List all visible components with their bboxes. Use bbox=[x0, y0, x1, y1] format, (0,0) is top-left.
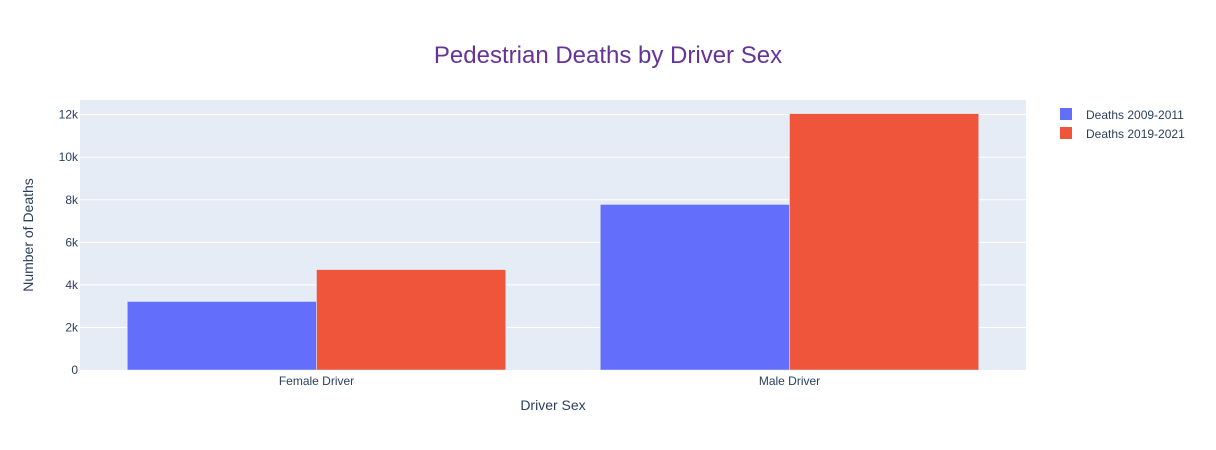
y-tick-label: 12k bbox=[59, 108, 79, 122]
bar-deaths-2009-2011-male-driver[interactable] bbox=[600, 204, 790, 371]
y-tick-label: 2k bbox=[65, 320, 79, 334]
y-tick-label: 0 bbox=[71, 363, 78, 377]
x-tick-label: Male Driver bbox=[759, 374, 820, 388]
y-tick-label: 8k bbox=[65, 193, 79, 207]
y-tick-label: 6k bbox=[65, 235, 79, 249]
bars[interactable] bbox=[127, 113, 979, 371]
x-axis-ticks: Female Driver Male Driver bbox=[279, 374, 820, 388]
bar-deaths-2019-2021-male-driver[interactable] bbox=[789, 113, 979, 371]
legend[interactable]: Deaths 2009-2011 Deaths 2019-2021 bbox=[1060, 108, 1185, 141]
legend-item[interactable]: Deaths 2009-2011 bbox=[1060, 108, 1184, 122]
x-tick-label: Female Driver bbox=[279, 374, 354, 388]
y-tick-label: 10k bbox=[59, 150, 79, 164]
y-axis-title: Number of Deaths bbox=[20, 178, 36, 292]
y-tick-label: 4k bbox=[65, 278, 79, 292]
legend-item[interactable]: Deaths 2019-2021 bbox=[1060, 127, 1185, 141]
legend-swatch bbox=[1060, 127, 1072, 139]
bar-deaths-2019-2021-female-driver[interactable] bbox=[316, 269, 506, 371]
legend-swatch bbox=[1060, 108, 1072, 120]
legend-label: Deaths 2019-2021 bbox=[1086, 127, 1185, 141]
legend-label: Deaths 2009-2011 bbox=[1086, 108, 1184, 122]
chart-title: Pedestrian Deaths by Driver Sex bbox=[434, 42, 782, 69]
y-axis-ticks: 0 2k 4k 6k 8k 10k 12k bbox=[59, 108, 79, 377]
x-axis-title: Driver Sex bbox=[520, 397, 585, 413]
bar-deaths-2009-2011-female-driver[interactable] bbox=[127, 301, 317, 371]
